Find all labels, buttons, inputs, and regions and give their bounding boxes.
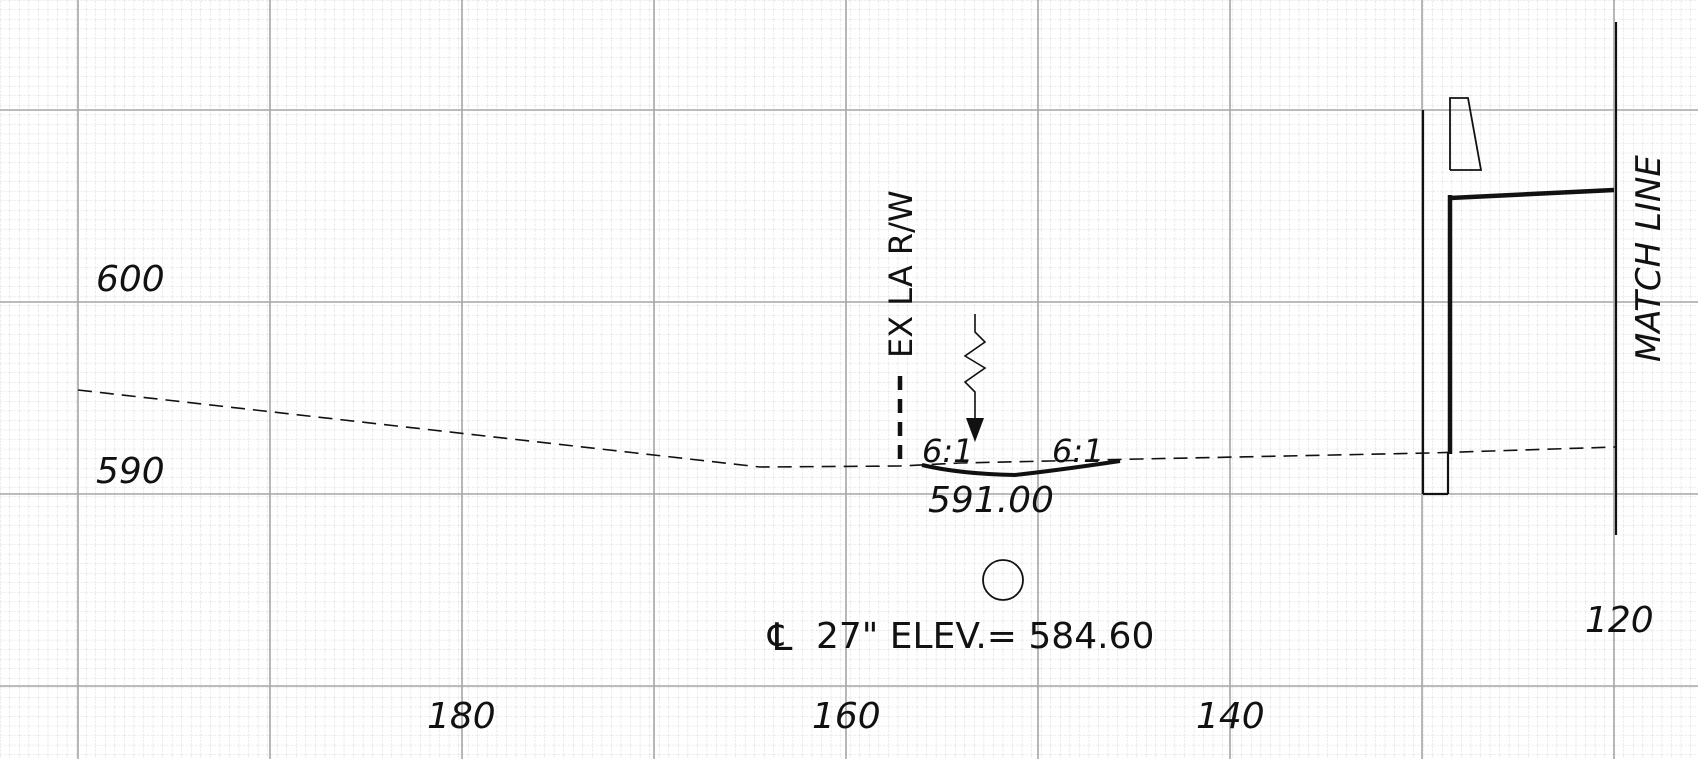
ditch-leader-arrow <box>963 314 987 418</box>
pipe-circle-icon <box>982 559 1024 601</box>
existing-ground-line <box>77 389 1616 468</box>
station-label-180: 180 <box>427 696 496 737</box>
right-of-way-label: EX LA R/W <box>882 190 920 358</box>
retaining-wall <box>1421 97 1615 496</box>
slope-label-right: 6:1 <box>1052 432 1104 470</box>
proposed-ditch <box>921 459 1121 478</box>
station-label-140: 140 <box>1196 696 1265 737</box>
arrowhead-icon <box>966 418 984 442</box>
station-label-160: 160 <box>812 696 881 737</box>
slope-label-left: 6:1 <box>922 432 974 470</box>
match-line-label: MATCH LINE <box>1629 155 1669 362</box>
elevation-label-120: 120 <box>1585 600 1654 641</box>
elevation-label-600: 600 <box>96 259 165 300</box>
pipe-elevation-note: 27" ELEV.= 584.60 <box>816 616 1154 657</box>
elevation-label-590: 590 <box>96 451 165 492</box>
ditch-elevation-label: 591.00 <box>928 480 1054 521</box>
centerline-symbol: ℄ <box>767 615 793 659</box>
